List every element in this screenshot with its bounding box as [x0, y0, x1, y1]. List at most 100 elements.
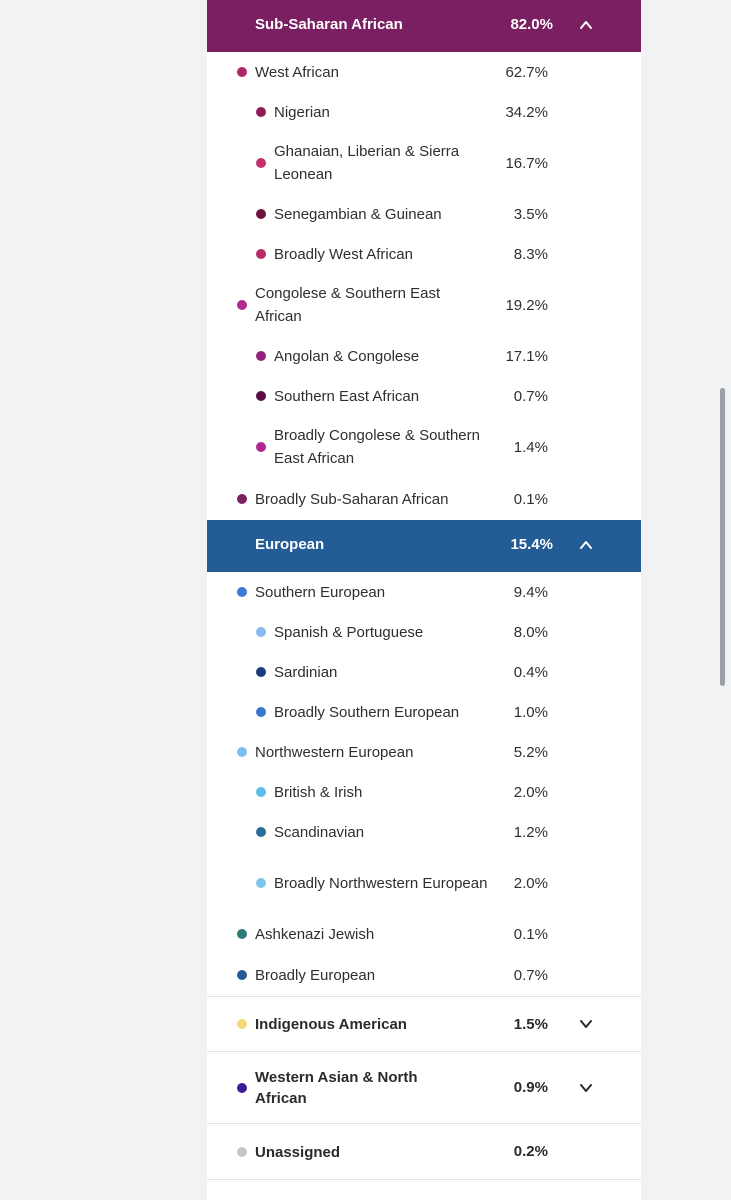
region-percentage: 82.0%: [510, 16, 553, 33]
population-percentage: 1.0%: [513, 703, 548, 721]
color-dot-icon: [256, 878, 266, 888]
sub-saharan-african-breakdown: West African 62.7% Nigerian 34.2% Ghanaian, …: [207, 52, 641, 520]
population-percentage: 1.2%: [513, 823, 548, 841]
population-label: Broadly Northwestern European: [274, 874, 488, 892]
population-percentage: 0.1%: [513, 490, 548, 508]
region-percentage: 15.4%: [510, 536, 553, 553]
population-row-northwestern-european[interactable]: Northwestern European 5.2%: [207, 732, 641, 772]
population-percentage: 62.7%: [505, 63, 548, 81]
color-dot-icon: [256, 442, 266, 452]
population-row-angolan-and-congolese[interactable]: Angolan & Congolese 17.1%: [207, 336, 641, 376]
divider: [207, 1179, 641, 1180]
color-dot-icon: [256, 391, 266, 401]
population-row-senegambian-and-guinean[interactable]: Senegambian & Guinean 3.5%: [207, 194, 641, 234]
chevron-up-icon[interactable]: [579, 18, 593, 32]
color-dot-icon: [237, 67, 247, 77]
color-dot-icon: [237, 300, 247, 310]
population-row-broadly-northwestern-european[interactable]: Broadly Northwestern European 2.0%: [207, 852, 641, 914]
color-dot-icon: [256, 209, 266, 219]
population-row-southern-european[interactable]: Southern European 9.4%: [207, 572, 641, 612]
population-percentage: 34.2%: [505, 103, 548, 121]
population-label: Southern European: [255, 583, 386, 601]
collapsed-regions: Indigenous American 1.5% Western Asian & N…: [207, 996, 641, 1180]
ancestry-composition-panel: Sub-Saharan African 82.0% West African 62…: [207, 0, 641, 1200]
chevron-up-icon[interactable]: [579, 538, 593, 552]
population-percentage: 2.0%: [513, 874, 548, 892]
color-dot-icon: [237, 494, 247, 504]
population-row-west-african[interactable]: West African 62.7%: [207, 52, 641, 92]
population-label: Broadly Southern European: [274, 703, 460, 721]
region-header-sub-saharan-african[interactable]: Sub-Saharan African 82.0%: [207, 0, 641, 52]
region-row-unassigned[interactable]: Unassigned 0.2%: [207, 1123, 641, 1179]
region-percentage: 0.9%: [513, 1079, 548, 1096]
population-label: Nigerian: [274, 103, 330, 121]
population-label: Spanish & Portuguese: [274, 623, 424, 641]
color-dot-icon: [256, 249, 266, 259]
scrollbar-thumb[interactable]: [720, 388, 725, 686]
color-dot-icon: [256, 827, 266, 837]
population-label: West African: [255, 63, 339, 81]
population-percentage: 5.2%: [513, 743, 548, 761]
color-dot-icon: [237, 1082, 247, 1093]
color-dot-icon: [256, 351, 266, 361]
european-breakdown: Southern European 9.4% Spanish & Portugues…: [207, 572, 641, 996]
population-percentage: 0.7%: [513, 387, 548, 405]
population-row-broadly-european[interactable]: Broadly European 0.7%: [207, 954, 641, 996]
population-percentage: 0.4%: [513, 663, 548, 681]
population-row-broadly-sub-saharan-african[interactable]: Broadly Sub-Saharan African 0.1%: [207, 478, 641, 520]
color-dot-icon: [237, 1019, 247, 1029]
population-row-sardinian[interactable]: Sardinian 0.4%: [207, 652, 641, 692]
region-percentage: 0.2%: [513, 1143, 548, 1160]
region-name: Sub-Saharan African: [255, 16, 403, 33]
color-dot-icon: [256, 667, 266, 677]
population-percentage: 2.0%: [513, 783, 548, 801]
population-percentage: 19.2%: [505, 296, 548, 314]
population-label: Sardinian: [274, 663, 338, 681]
population-label: Scandinavian: [274, 823, 365, 841]
population-label: Senegambian & Guinean: [274, 205, 442, 223]
region-name: European: [255, 536, 325, 553]
population-label: Broadly Sub-Saharan African: [255, 490, 449, 508]
population-row-broadly-congolese-and-southern-east-african[interactable]: Broadly Congolese & Southern East Africa…: [207, 416, 641, 478]
color-dot-icon: [237, 970, 247, 980]
population-row-ghanaian-liberian-and-sierra-leonean[interactable]: Ghanaian, Liberian & Sierra Leonean 16.7%: [207, 132, 641, 194]
population-percentage: 0.7%: [513, 966, 548, 984]
population-row-ashkenazi-jewish[interactable]: Ashkenazi Jewish 0.1%: [207, 914, 641, 954]
population-row-southern-east-african[interactable]: Southern East African 0.7%: [207, 376, 641, 416]
color-dot-icon: [256, 787, 266, 797]
population-row-scandinavian[interactable]: Scandinavian 1.2%: [207, 812, 641, 852]
color-dot-icon: [237, 587, 247, 597]
region-header-european[interactable]: European 15.4%: [207, 520, 641, 572]
chevron-down-icon[interactable]: [579, 1081, 593, 1095]
color-dot-icon: [256, 158, 266, 168]
population-percentage: 9.4%: [513, 583, 548, 601]
color-dot-icon: [256, 707, 266, 717]
chevron-down-icon[interactable]: [579, 1017, 593, 1031]
color-dot-icon: [237, 929, 247, 939]
population-percentage: 8.3%: [513, 245, 548, 263]
region-row-western-asian-and-north-african[interactable]: Western Asian & North African 0.9%: [207, 1051, 641, 1123]
population-percentage: 1.4%: [513, 438, 548, 456]
population-row-congolese-and-southern-east-african[interactable]: Congolese & Southern East African 19.2%: [207, 274, 641, 336]
region-name: Unassigned: [255, 1143, 341, 1161]
population-row-spanish-and-portuguese[interactable]: Spanish & Portuguese 8.0%: [207, 612, 641, 652]
population-row-british-and-irish[interactable]: British & Irish 2.0%: [207, 772, 641, 812]
population-label: Angolan & Congolese: [274, 347, 420, 365]
color-dot-icon: [237, 1146, 247, 1157]
population-percentage: 3.5%: [513, 205, 548, 223]
population-percentage: 16.7%: [505, 154, 548, 172]
population-row-broadly-southern-european[interactable]: Broadly Southern European 1.0%: [207, 692, 641, 732]
population-row-nigerian[interactable]: Nigerian 34.2%: [207, 92, 641, 132]
population-label: Southern East African: [274, 387, 420, 405]
region-row-indigenous-american[interactable]: Indigenous American 1.5%: [207, 996, 641, 1051]
population-percentage: 17.1%: [505, 347, 548, 365]
population-label: Ghanaian, Liberian & Sierra Leonean: [274, 143, 460, 183]
population-label: Ashkenazi Jewish: [255, 925, 375, 943]
population-label: Broadly West African: [274, 245, 413, 263]
region-percentage: 1.5%: [513, 1015, 548, 1033]
color-dot-icon: [256, 107, 266, 117]
population-label: Broadly Congolese & Southern East Africa…: [274, 427, 480, 467]
population-row-broadly-west-african[interactable]: Broadly West African 8.3%: [207, 234, 641, 274]
population-label: British & Irish: [274, 783, 363, 801]
population-label: Congolese & Southern East African: [255, 285, 441, 325]
